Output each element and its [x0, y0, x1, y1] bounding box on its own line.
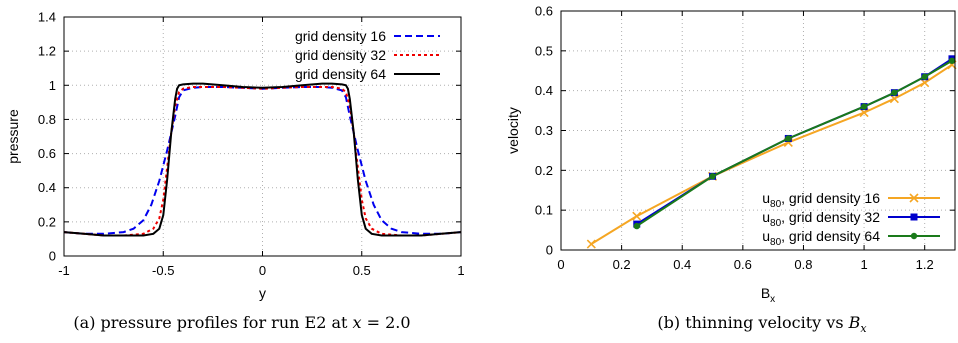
y-tick-label: 0.2: [535, 163, 553, 178]
y-tick-label: 0.4: [535, 83, 553, 98]
grid-b: [561, 11, 955, 250]
y-axis-label-a: pressure: [5, 109, 21, 164]
legend-a: grid density 16 grid density 32 grid densi…: [295, 28, 440, 82]
y-tick-label: 0.8: [38, 112, 56, 127]
velocity-plot: 0 0.2 0.4 0.6 0.8 1 1.200.10.20.30.40.50.6 Bx …: [505, 4, 957, 305]
legend-label-3: u80, grid density 64: [762, 228, 880, 248]
data-point-circle: [709, 173, 716, 180]
series-b: [586, 55, 957, 249]
x-tick-label: -1: [58, 263, 70, 278]
y-tick-label: 0: [49, 249, 56, 264]
y-tick-label: 0.6: [535, 4, 553, 19]
legend-label-3: grid density 64: [295, 66, 386, 82]
series-line-2: [63, 86, 462, 237]
data-point-x: [632, 211, 642, 221]
x-tick-label: 0.5: [353, 263, 371, 278]
x-tick-label: 1: [457, 263, 464, 278]
y-tick-label: 0.2: [38, 214, 56, 229]
data-point-circle: [921, 73, 928, 80]
ticks-b: 0 0.2 0.4 0.6 0.8 1 1.2 0 0.1 0.2 0.3 0.4 0.5 0.6: [535, 4, 955, 272]
y-tick-label: 1: [49, 78, 56, 93]
plot-frame-b: [560, 10, 956, 251]
y-tick-label: 0.5: [535, 43, 553, 58]
legend-label-1: grid density 16: [295, 28, 386, 44]
y-tick-label: 0.3: [535, 123, 553, 138]
x-tick-label: 0.6: [734, 257, 752, 272]
x-tick-label: 0: [259, 263, 266, 278]
data-point-circle: [785, 135, 792, 142]
x-tick-label: 0: [557, 257, 564, 272]
data-point-circle: [891, 89, 898, 96]
plot-frame-a: [63, 16, 462, 257]
grid-a: [64, 17, 461, 256]
data-point-circle: [910, 232, 918, 240]
x-tick-label: 1: [860, 257, 867, 272]
data-point-circle: [860, 103, 868, 110]
pressure-plot: -1 -0.5 0 0.5 1 0 0.2 0.4 0.6 0.8 1 1.2 1.4 y pressu…: [5, 10, 465, 302]
data-point-circle: [948, 57, 956, 64]
legend-label-1: u80, grid density 16: [762, 190, 880, 210]
y-tick-label: 1.2: [38, 44, 56, 59]
ticks-a: -1 -0.5 0 0.5 1 0 0.2 0.4 0.6 0.8 1 1.2 1.4: [38, 10, 465, 279]
x-axis-label-a: y: [259, 285, 266, 301]
y-tick-label: 0.4: [38, 180, 56, 195]
legend-label-2: u80, grid density 32: [762, 209, 880, 229]
x-tick-label: 0.4: [673, 257, 691, 272]
data-point-x: [909, 193, 919, 203]
x-tick-label: 0.2: [613, 257, 631, 272]
data-point-circle: [633, 222, 640, 230]
x-tick-label: 1.2: [916, 257, 934, 272]
y-tick-label: 0.1: [535, 203, 553, 218]
series-line-3: [63, 82, 462, 237]
series-line-1: [590, 63, 953, 245]
data-point-x: [586, 239, 596, 249]
x-tick-label: 0.8: [794, 257, 812, 272]
caption-b: (b) thinning velocity vs Bx: [657, 313, 867, 335]
data-point-square: [910, 213, 918, 221]
y-tick-label: 0.6: [38, 146, 56, 161]
y-tick-label: 0: [546, 243, 553, 258]
x-tick-label: -0.5: [152, 263, 174, 278]
y-axis-label-b: velocity: [505, 107, 521, 154]
caption-a: (a) pressure profiles for run E2 at x = …: [73, 313, 410, 332]
legend-label-2: grid density 32: [295, 47, 386, 63]
x-axis-label-b: Bx: [761, 285, 775, 305]
y-tick-label: 1.4: [38, 10, 56, 25]
series-a: [63, 82, 462, 237]
